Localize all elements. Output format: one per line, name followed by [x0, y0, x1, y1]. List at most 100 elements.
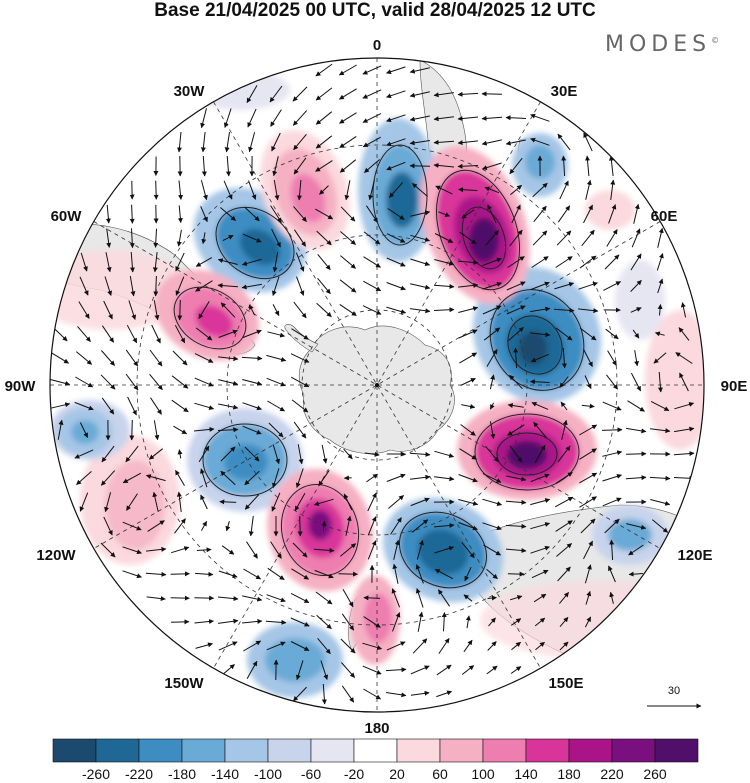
wind-vector-arrow [362, 113, 382, 123]
high-anomaly-110e [457, 400, 597, 500]
wind-vector-arrow [584, 564, 592, 584]
wind-vector-arrow [610, 179, 616, 200]
wind-vector-arrow [79, 276, 89, 296]
wind-vector-arrow [292, 86, 308, 102]
wind-vector-arrow [175, 252, 185, 272]
wind-vector-arrow [126, 324, 138, 344]
wind-vector-arrow [248, 304, 256, 316]
wind-vector-arrow [315, 135, 333, 149]
wind-vector-arrow [362, 642, 383, 650]
wind-vector-arrow [290, 617, 310, 627]
wind-vector-arrow [178, 180, 184, 200]
wind-vector-arrow [410, 210, 431, 217]
wind-vector-arrow [172, 350, 188, 366]
south-pole [375, 383, 379, 387]
wind-vector-arrow [194, 377, 214, 387]
wind-vector-arrow [585, 590, 592, 605]
high-anomaly-120w [105, 460, 165, 550]
wind-vector-arrow [220, 302, 236, 318]
wind-vector-arrow [291, 568, 310, 580]
wind-vector-arrow [458, 522, 478, 531]
wind-vector-arrow [195, 280, 213, 292]
wind-vector-arrow [267, 567, 285, 581]
wind-vector-arrow [315, 591, 333, 605]
wind-vector-arrow [200, 468, 208, 488]
wind-vector-arrow [317, 253, 331, 271]
wind-vector-arrow [103, 300, 113, 320]
wind-vector-arrow [320, 660, 329, 680]
wind-vector-arrow [482, 498, 503, 506]
wind-vector-arrow [75, 351, 93, 365]
wind-vector-arrow [483, 327, 501, 341]
wind-vector-arrow [388, 495, 404, 509]
wind-vector-arrow [125, 373, 139, 391]
wind-vector-arrow [129, 204, 135, 224]
wind-vector-arrow [366, 473, 379, 483]
wind-vector-arrow [530, 522, 551, 530]
wind-vector-arrow [627, 400, 645, 412]
wind-vector-arrow [608, 204, 617, 224]
wind-vector-arrow [101, 445, 115, 463]
wind-vector-arrow [656, 253, 664, 271]
wind-vector-arrow [559, 641, 569, 651]
wind-vector-arrow [654, 331, 665, 337]
wind-vector-arrow [269, 85, 283, 103]
wind-vector-arrow [126, 493, 138, 511]
wind-vector-arrow [294, 493, 306, 512]
wind-vector-arrow [220, 470, 236, 486]
wind-vector-arrow [415, 564, 424, 584]
wind-vector-arrow [386, 306, 407, 314]
wind-vector-arrow [657, 304, 663, 316]
wind-vector-arrow [555, 520, 573, 532]
wind-vector-arrow [386, 257, 406, 267]
wind-vector-arrow [530, 545, 550, 554]
wind-vector-arrow [153, 420, 160, 441]
wind-vector-arrow [363, 688, 382, 700]
wind-vector-arrow [559, 592, 569, 604]
wind-vector-arrow [149, 349, 163, 367]
wind-vector-arrow [338, 64, 357, 76]
high-anomaly-20e [420, 146, 530, 304]
wind-vector-arrow [386, 233, 406, 243]
wind-vector-arrow [608, 565, 616, 583]
wind-vector-arrow [242, 618, 263, 624]
wind-vector-arrow [433, 116, 454, 122]
wind-vector-arrow [220, 446, 236, 462]
wind-vector-arrow [482, 522, 502, 531]
wind-vector-arrow [313, 498, 334, 506]
wind-vector-arrow [363, 256, 381, 268]
colorbar-tick-label: 260 [643, 766, 667, 782]
wind-vector-arrow [485, 445, 499, 463]
wind-vector-arrow [507, 403, 524, 408]
wind-vector-arrow [340, 255, 356, 269]
wind-vector-arrow [50, 402, 71, 409]
wind-vector-arrow [458, 474, 478, 483]
wind-vector-arrow [628, 544, 644, 556]
wind-vector-arrow [200, 494, 208, 510]
wind-vector-arrow [482, 281, 502, 290]
wind-vector-arrow [653, 352, 667, 364]
wind-vector-arrow [675, 352, 693, 364]
wind-vector-arrow [433, 162, 455, 168]
wind-vector-arrow [152, 252, 158, 273]
colorbar-swatch [396, 738, 441, 763]
wind-vector-arrow [602, 401, 622, 411]
wind-vector-arrow [630, 253, 642, 271]
wind-vector-arrow [297, 444, 304, 465]
wind-vector-arrow [173, 425, 188, 435]
wind-vector-arrow [461, 209, 475, 219]
wind-vector-arrow [513, 347, 519, 369]
wind-vector-arrow [290, 592, 310, 604]
wind-vector-arrow [561, 419, 568, 440]
copyright-mark: © [711, 36, 720, 45]
wind-vector-arrow [583, 132, 593, 152]
wind-vector-arrow [626, 427, 647, 434]
wind-vector-arrow [434, 259, 455, 266]
wind-vector-arrow [79, 492, 89, 512]
wind-vector-arrow [634, 350, 640, 367]
wind-vector-arrow [410, 474, 431, 480]
wind-vector-arrow [195, 642, 213, 649]
wind-vector-arrow [605, 328, 619, 340]
wind-vector-arrow [171, 375, 189, 389]
wind-vector-arrow [386, 692, 407, 698]
